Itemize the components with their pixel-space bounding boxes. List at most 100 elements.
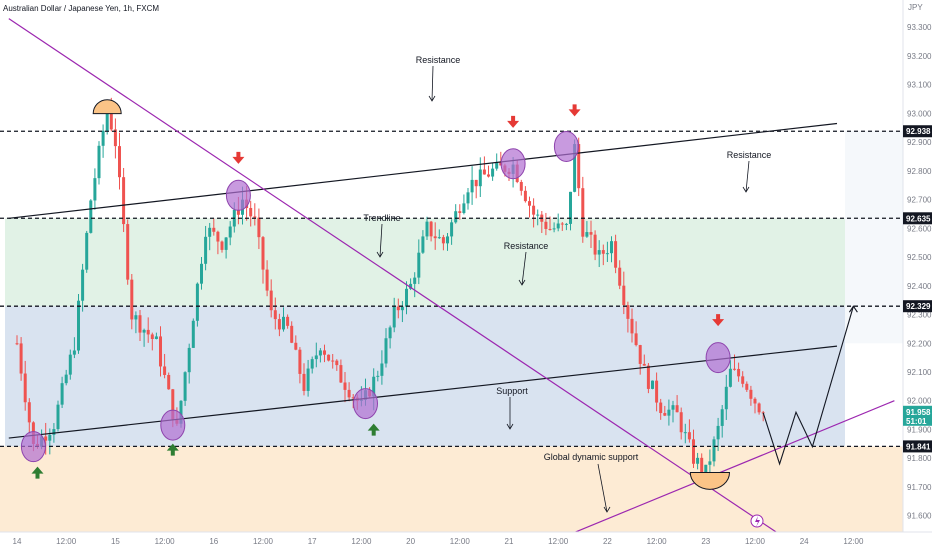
candle-body — [253, 216, 257, 218]
candle-body — [700, 457, 704, 473]
touch-point-circle — [500, 148, 526, 180]
dynamic-support-line — [573, 400, 895, 532]
annotation-resistance-top: Resistance — [416, 55, 461, 65]
candle-body — [77, 300, 80, 351]
candle-body — [224, 237, 228, 250]
candle-body — [380, 363, 384, 376]
price-axis-tick: 92.200 — [907, 339, 932, 348]
candle-body — [482, 169, 486, 175]
price-axis-tick: 92.100 — [907, 368, 932, 377]
time-axis-tick: 12:00 — [56, 537, 77, 546]
candle-body — [560, 223, 564, 225]
candle-body — [405, 288, 408, 307]
candle-body — [282, 316, 285, 330]
candle-body — [437, 237, 441, 239]
currency-label: JPY — [908, 3, 923, 12]
candle-body — [392, 306, 396, 328]
candle-body — [589, 232, 593, 235]
candle-body — [441, 237, 445, 244]
candle-body — [724, 386, 728, 410]
candle-body — [294, 342, 298, 350]
time-axis-tick: 14 — [13, 537, 22, 546]
candle-body — [327, 354, 331, 361]
candle-body — [712, 439, 716, 462]
candle-body — [167, 374, 171, 390]
range-zone-shade — [5, 306, 845, 447]
candle-body — [642, 363, 646, 366]
time-axis-tick: 12:00 — [351, 537, 372, 546]
candle-body — [413, 277, 417, 284]
candle-body — [667, 409, 671, 416]
annotation-pointer — [521, 251, 527, 286]
down-arrow-icon — [712, 314, 725, 327]
candle-body — [97, 145, 101, 179]
candle-body — [659, 402, 663, 414]
candle-body — [417, 252, 421, 278]
candle-body — [318, 350, 322, 356]
candle-body — [228, 226, 232, 238]
time-axis-tick: 12:00 — [253, 537, 274, 546]
candle-body — [298, 349, 302, 374]
candle-body — [159, 336, 162, 367]
annotation-pointer — [431, 65, 434, 102]
candle-body — [651, 380, 654, 389]
annotation-pointer-head — [742, 186, 750, 193]
price-level-tag — [903, 300, 932, 313]
candle-body — [216, 231, 220, 242]
candle-body — [257, 217, 261, 238]
candle-body — [618, 267, 622, 286]
annotation-pointer-head — [506, 423, 514, 430]
candle-body — [745, 383, 749, 390]
candle-body — [105, 108, 109, 131]
candle-body — [626, 305, 630, 319]
candle-body — [195, 283, 199, 321]
price-level-tag-label: 92.635 — [906, 214, 931, 223]
candle-body — [532, 205, 536, 215]
time-axis-tick: 15 — [111, 537, 120, 546]
candle-body — [474, 179, 478, 187]
candle-body — [753, 398, 757, 404]
candle-body — [249, 207, 253, 217]
candle-body — [212, 227, 216, 232]
price-level-tag-label: 92.329 — [906, 302, 931, 311]
candle-body — [351, 397, 355, 399]
touch-point-circle — [553, 130, 579, 162]
candle-body — [236, 209, 240, 215]
projection-path — [762, 306, 854, 466]
price-axis-tick: 92.600 — [907, 224, 932, 233]
candle-body — [573, 144, 577, 192]
candle-body — [749, 389, 753, 399]
price-axis-tick: 93.100 — [907, 81, 932, 90]
candle-body — [138, 315, 142, 333]
channel-lower-line — [8, 345, 838, 439]
annotation-pointer — [597, 463, 608, 513]
candle-body — [277, 319, 281, 330]
candle-body — [339, 365, 343, 383]
candle-body — [597, 250, 601, 255]
candle-body — [68, 354, 72, 375]
candle-body — [302, 373, 306, 391]
candle-body — [204, 236, 208, 264]
candle-body — [396, 306, 400, 311]
candle-body — [446, 236, 449, 244]
candle-body — [519, 181, 523, 191]
up-arrow-icon — [31, 466, 44, 479]
right-zone-shade — [845, 130, 903, 344]
touch-point-circle — [160, 409, 186, 441]
lightning-icon-bolt — [755, 516, 760, 527]
candle-body — [433, 236, 437, 239]
candle-body — [101, 130, 105, 146]
candle-body — [171, 389, 175, 420]
candle-body — [130, 279, 134, 320]
candle-body — [663, 413, 667, 416]
price-axis-tick: 92.900 — [907, 138, 932, 147]
price-axis-tick: 93.300 — [907, 23, 932, 32]
candle-body — [85, 232, 89, 270]
current-price-label: 91.958 — [906, 408, 931, 417]
candle-body — [581, 188, 585, 237]
candle-body — [593, 234, 597, 255]
candle-body — [429, 221, 433, 237]
candle-body — [310, 359, 314, 369]
time-axis-tick: 21 — [505, 537, 514, 546]
